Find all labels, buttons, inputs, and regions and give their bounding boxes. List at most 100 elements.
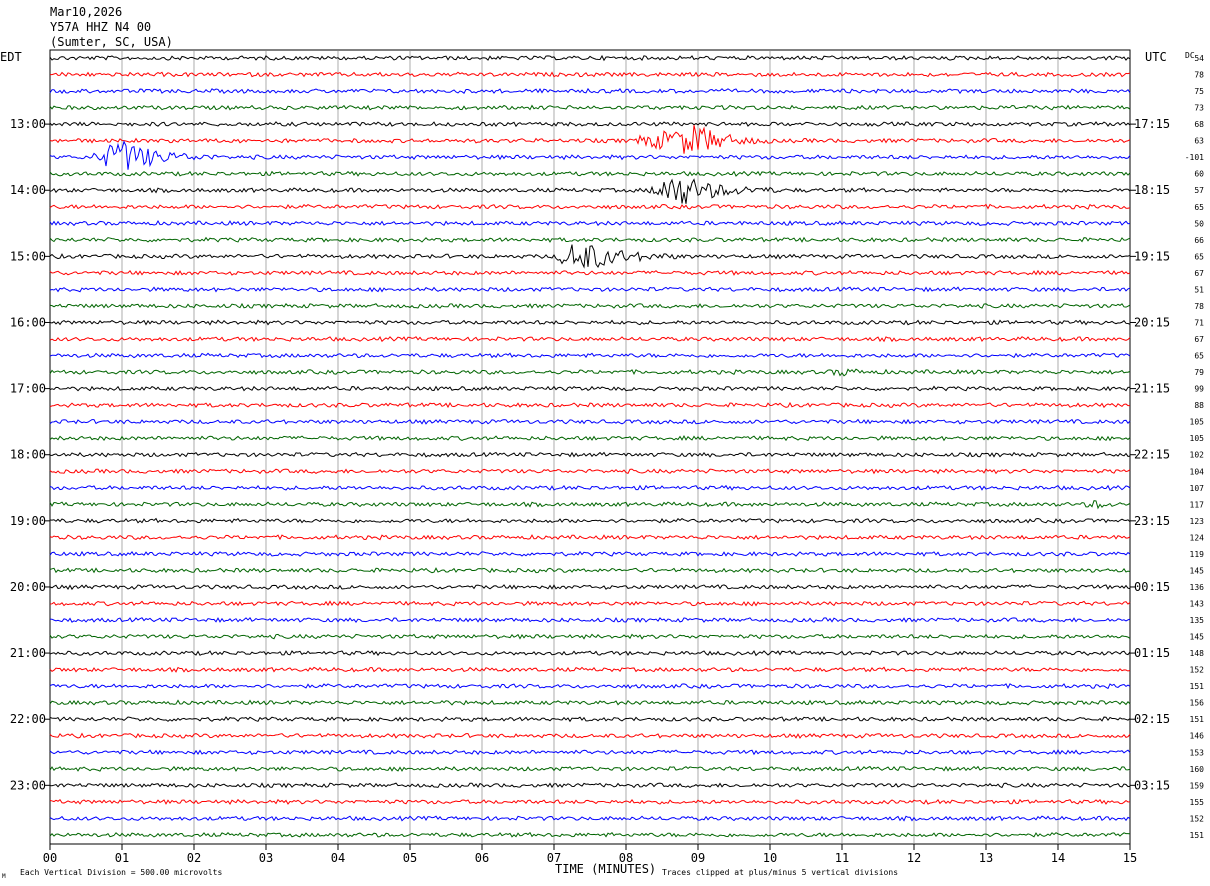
trace-line xyxy=(49,683,1131,690)
dc-offset-value: 66 xyxy=(1194,236,1204,245)
dc-offset-value: 145 xyxy=(1190,633,1205,642)
dc-offset-value: -101 xyxy=(1185,153,1204,162)
trace-line xyxy=(49,418,1131,425)
x-tick-label: 00 xyxy=(43,851,57,865)
trace-line xyxy=(49,319,1131,326)
dc-offset-value: 124 xyxy=(1190,533,1205,542)
trace-line xyxy=(49,385,1131,392)
left-time-label: 18:00 xyxy=(10,448,46,462)
dc-offset-value: 88 xyxy=(1194,401,1204,410)
trace-line xyxy=(49,782,1131,789)
trace-line xyxy=(49,71,1131,78)
dc-offset-value: 75 xyxy=(1194,87,1204,96)
right-time-label: 19:15 xyxy=(1134,249,1170,263)
dc-offset-value: 57 xyxy=(1194,186,1204,195)
header-station: Y57A HHZ N4 00 xyxy=(50,20,151,34)
trace-line xyxy=(49,716,1131,723)
dc-offset-value: 107 xyxy=(1190,484,1205,493)
dc-offset-value: 67 xyxy=(1194,269,1204,278)
x-tick-label: 03 xyxy=(259,851,273,865)
trace-line xyxy=(49,434,1131,442)
x-tick-label: 02 xyxy=(187,851,201,865)
x-tick-label: 13 xyxy=(979,851,993,865)
dc-offset-value: 54 xyxy=(1194,54,1204,63)
dc-offset-value: 160 xyxy=(1190,765,1205,774)
right-timezone-label: UTC xyxy=(1145,50,1167,64)
left-time-label: 17:00 xyxy=(10,382,46,396)
plot-frame xyxy=(49,49,1131,845)
left-time-label: 16:00 xyxy=(10,315,46,329)
dc-offset-value: 68 xyxy=(1194,120,1204,129)
dc-offset-value: 136 xyxy=(1190,583,1205,592)
trace-line xyxy=(49,451,1131,458)
trace-line xyxy=(49,765,1131,772)
trace-line xyxy=(49,468,1131,475)
right-time-label: 01:15 xyxy=(1134,646,1170,660)
dc-offset-value: 151 xyxy=(1190,715,1205,724)
dc-offset-value: 159 xyxy=(1190,781,1205,790)
trace-line xyxy=(49,178,1131,204)
dc-offset-value: 79 xyxy=(1194,368,1204,377)
dc-offset-value: 60 xyxy=(1194,170,1204,179)
trace-line xyxy=(49,534,1131,541)
dc-offset-value: 51 xyxy=(1194,285,1204,294)
x-tick-label: 10 xyxy=(763,851,777,865)
x-tick-label: 12 xyxy=(907,851,921,865)
trace-line xyxy=(49,121,1131,128)
trace-line xyxy=(49,616,1131,624)
dc-offset-value: 65 xyxy=(1194,352,1204,361)
header-date: Mar10,2026 xyxy=(50,5,122,19)
dc-offset-value: 117 xyxy=(1190,500,1205,509)
left-time-label: 15:00 xyxy=(10,249,46,263)
trace-line xyxy=(49,104,1131,111)
dc-offset-value: 71 xyxy=(1194,318,1204,327)
trace-line xyxy=(49,650,1131,657)
right-time-label: 02:15 xyxy=(1134,712,1170,726)
dc-offset-value: 65 xyxy=(1194,252,1204,261)
dc-offset-value: 152 xyxy=(1190,814,1205,823)
dc-offset-value: 135 xyxy=(1190,616,1205,625)
trace-group xyxy=(49,54,1131,838)
x-tick-label: 08 xyxy=(619,851,633,865)
x-axis-label: TIME (MINUTES) xyxy=(555,862,656,876)
left-timezone-label: EDT xyxy=(0,50,22,64)
trace-line xyxy=(49,401,1131,409)
trace-line xyxy=(49,798,1131,805)
dc-offset-value: 105 xyxy=(1190,434,1205,443)
dc-offset-value: 50 xyxy=(1194,219,1204,228)
trace-line xyxy=(49,368,1131,377)
trace-line xyxy=(49,831,1131,838)
dc-offset-value: 145 xyxy=(1190,566,1205,575)
left-time-label: 21:00 xyxy=(10,646,46,660)
dc-offset-value: 148 xyxy=(1190,649,1205,658)
right-time-label: 03:15 xyxy=(1134,778,1170,792)
right-time-label: 23:15 xyxy=(1134,514,1170,528)
trace-line xyxy=(49,302,1131,309)
x-tick-label: 11 xyxy=(835,851,849,865)
corner-mark: M xyxy=(2,873,6,880)
right-time-label: 21:15 xyxy=(1134,382,1170,396)
dc-offset-value: 153 xyxy=(1190,748,1205,757)
trace-line xyxy=(49,815,1131,822)
x-tick-label: 09 xyxy=(691,851,705,865)
dc-offset-value: 146 xyxy=(1190,732,1205,741)
trace-line xyxy=(49,732,1131,739)
right-time-label: 20:15 xyxy=(1134,315,1170,329)
trace-line xyxy=(49,517,1131,524)
trace-line xyxy=(49,699,1131,706)
trace-line xyxy=(49,352,1131,359)
x-tick-label: 01 xyxy=(115,851,129,865)
trace-line xyxy=(49,484,1131,491)
dc-offset-value: 63 xyxy=(1194,137,1204,146)
minute-grid xyxy=(121,50,1059,844)
trace-line xyxy=(49,170,1131,177)
scale-note: Each Vertical Division = 500.00 microvol… xyxy=(20,868,222,877)
dc-offset-value: 156 xyxy=(1190,699,1205,708)
trace-line xyxy=(49,749,1131,756)
x-tick-label: 15 xyxy=(1123,851,1137,865)
dc-offset-labels: 54 78 75 73 68 63 -101 60 57 65 50 66 65 67 51 78 71 67 65… xyxy=(1185,54,1204,840)
dc-offset-value: 155 xyxy=(1190,798,1205,807)
trace-line xyxy=(49,286,1131,293)
dc-offset-value: 123 xyxy=(1190,517,1205,526)
